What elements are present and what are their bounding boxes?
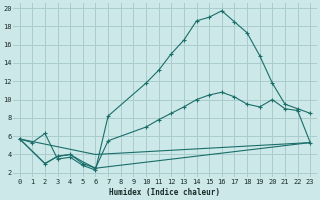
X-axis label: Humidex (Indice chaleur): Humidex (Indice chaleur) bbox=[109, 188, 220, 197]
